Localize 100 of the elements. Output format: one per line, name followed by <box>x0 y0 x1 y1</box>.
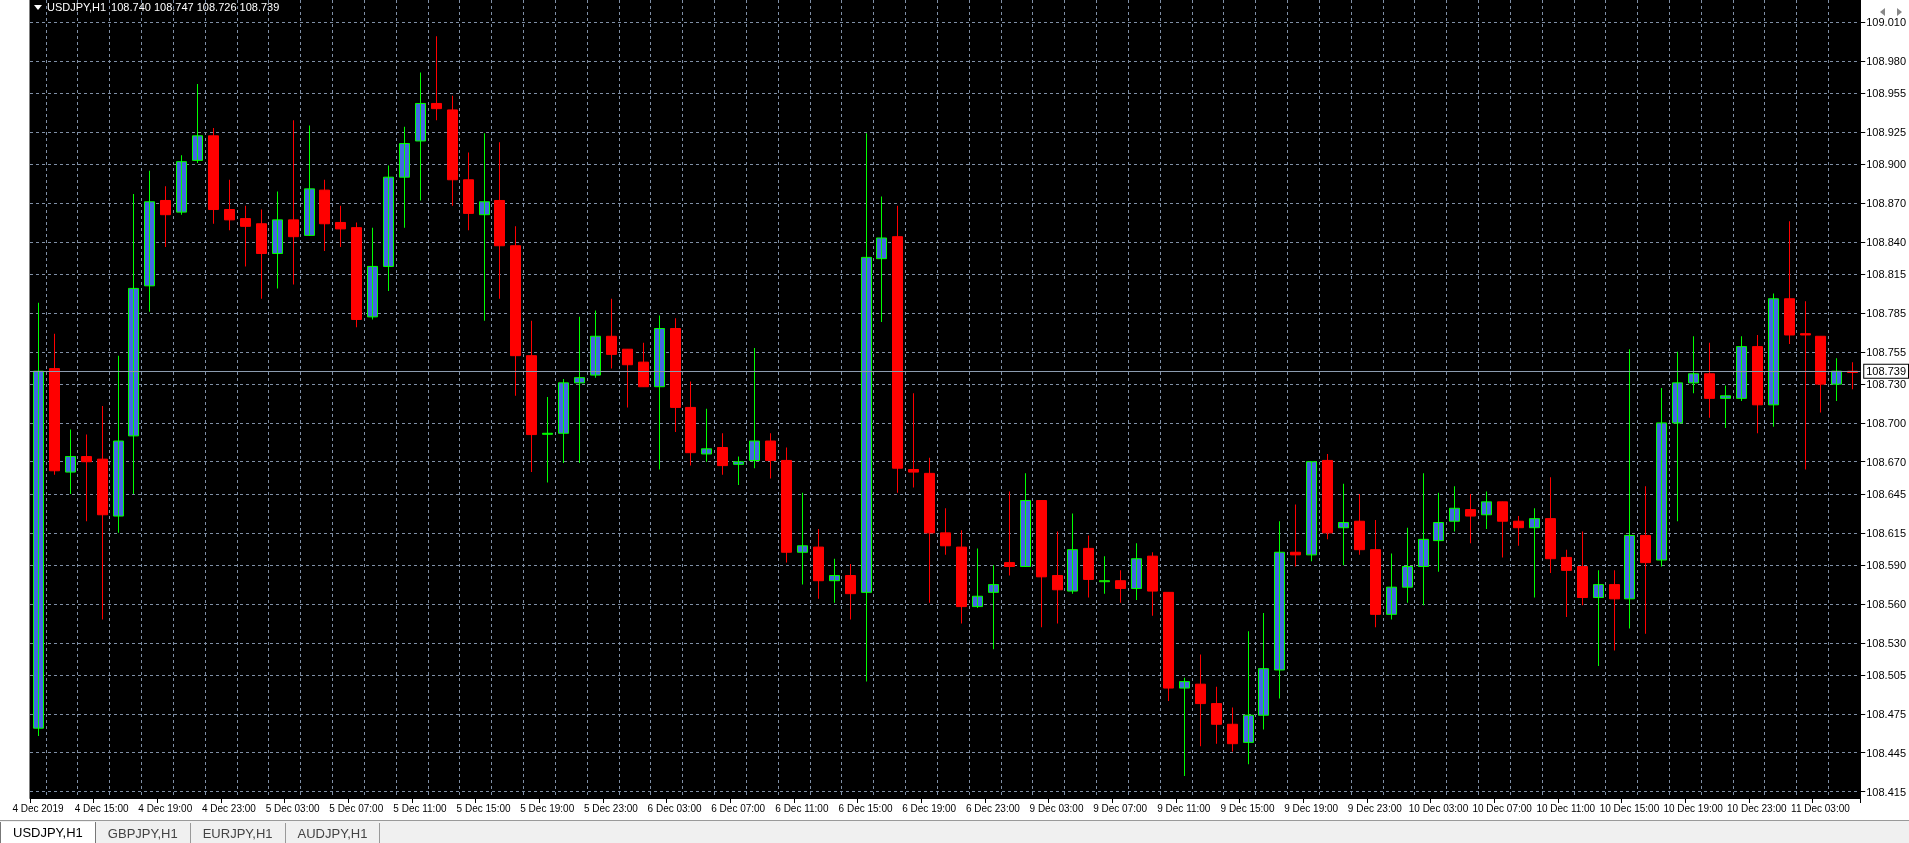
candlestick <box>558 378 569 464</box>
candlestick <box>1402 527 1413 603</box>
candlestick <box>1736 336 1747 401</box>
candlestick <box>876 196 887 323</box>
candlestick <box>1067 513 1078 594</box>
x-tick-label: 6 Dec 15:00 <box>838 802 893 814</box>
candlestick <box>1258 613 1269 730</box>
candlestick <box>463 152 474 231</box>
text: AUDJPY,H1 <box>285 823 381 843</box>
candlestick <box>797 492 808 585</box>
candlestick <box>1481 491 1492 529</box>
candlestick <box>813 528 824 599</box>
candlestick <box>431 36 442 121</box>
y-tick-label: 108.590 <box>1866 559 1906 572</box>
candlestick <box>1784 221 1795 345</box>
y-tick-label: 108.840 <box>1866 235 1906 248</box>
candlestick <box>829 558 840 603</box>
x-tick-label: 10 Dec 07:00 <box>1472 802 1533 814</box>
y-tick-label: 108.560 <box>1866 598 1906 610</box>
candlestick <box>1179 677 1190 777</box>
x-tick-label: 5 Dec 03:00 <box>265 802 320 814</box>
x-tick-label: 6 Dec 23:00 <box>965 802 1021 814</box>
candlestick <box>224 179 235 231</box>
ref-line-label: 108.739 <box>1866 365 1906 378</box>
candlestick <box>1800 301 1811 470</box>
candlestick <box>892 205 903 493</box>
x-tick-label: 9 Dec 19:00 <box>1284 802 1339 814</box>
candlestick <box>97 406 108 620</box>
x-tick-label: 10 Dec 19:00 <box>1663 802 1724 814</box>
candlestick <box>940 508 951 555</box>
text: GBPJPY,H1 <box>95 823 191 843</box>
candlestick <box>1815 335 1826 413</box>
candlestick <box>494 142 505 299</box>
candlestick <box>606 298 617 369</box>
candlestick <box>1163 591 1174 701</box>
candlestick <box>1274 521 1285 699</box>
y-tick-label: 108.670 <box>1866 455 1906 468</box>
candlestick <box>1497 501 1508 558</box>
y-tick-label: 108.730 <box>1866 378 1906 391</box>
candlestick <box>1640 486 1651 634</box>
candlestick <box>749 347 760 469</box>
candlestick <box>1561 549 1572 617</box>
candlestick <box>1465 494 1476 544</box>
x-tick-label: 6 Dec 19:00 <box>902 802 957 814</box>
candlestick <box>65 429 76 495</box>
y-tick-label: 108.445 <box>1866 746 1906 759</box>
candlestick <box>956 530 967 624</box>
candlestick <box>160 186 171 248</box>
candlestick <box>1338 483 1349 566</box>
candlestick <box>49 333 60 475</box>
candlestick <box>1545 477 1556 573</box>
y-tick-label: 108.700 <box>1866 416 1906 429</box>
candlestick <box>1609 570 1620 651</box>
candlestick <box>845 563 856 620</box>
candlestick <box>144 170 155 312</box>
candlestick <box>1131 543 1142 601</box>
candlestick <box>574 316 585 464</box>
candlestick <box>128 194 139 495</box>
y-tick-label: 108.900 <box>1866 158 1906 171</box>
candlestick <box>192 84 203 163</box>
candlestick <box>1354 494 1365 555</box>
candlestick <box>1704 342 1715 418</box>
candlestick <box>113 355 124 533</box>
y-tick-label: 108.475 <box>1866 707 1906 720</box>
candlestick <box>1720 385 1731 429</box>
candlestick <box>733 456 744 486</box>
candlestick <box>701 408 712 462</box>
candlestick <box>510 226 521 396</box>
candlestick <box>399 126 410 228</box>
candlestick <box>1020 473 1031 567</box>
x-tick-label: 10 Dec 15:00 <box>1599 802 1660 814</box>
x-tick-label: 9 Dec 23:00 <box>1347 802 1403 814</box>
x-tick-label: 5 Dec 07:00 <box>329 802 384 814</box>
x-tick-label: 10 Dec 11:00 <box>1536 802 1596 814</box>
y-tick-label: 108.925 <box>1866 125 1906 138</box>
x-tick-label: 10 Dec 23:00 <box>1727 802 1787 814</box>
x-tick-label: 5 Dec 19:00 <box>520 802 575 814</box>
x-tick-label: 4 Dec 15:00 <box>74 802 130 814</box>
x-tick-label: 9 Dec 03:00 <box>1029 802 1084 814</box>
candlestick <box>1433 492 1444 572</box>
x-tick-label: 11 Dec 03:00 <box>1791 802 1851 814</box>
candlestick <box>1243 631 1254 765</box>
candlestick <box>176 155 187 215</box>
y-tick-label: 108.530 <box>1866 636 1906 649</box>
candlestick <box>542 397 553 483</box>
y-tick-label: 108.785 <box>1866 306 1906 319</box>
candlestick <box>1306 461 1317 562</box>
y-tick-label: 108.870 <box>1866 197 1906 210</box>
candlestick <box>1147 552 1158 616</box>
candlestick <box>1672 351 1683 522</box>
candlestick <box>33 302 44 736</box>
candlestick <box>256 209 267 299</box>
candlestick <box>908 393 919 488</box>
candlestick <box>383 165 394 291</box>
x-tick-label: 4 Dec 2019 <box>12 802 64 814</box>
x-tick-label: 4 Dec 23:00 <box>201 802 257 814</box>
x-tick-label: 9 Dec 11:00 <box>1157 802 1211 814</box>
candlestick <box>351 222 362 328</box>
candlestick <box>415 72 426 201</box>
candlestick <box>1004 491 1015 576</box>
